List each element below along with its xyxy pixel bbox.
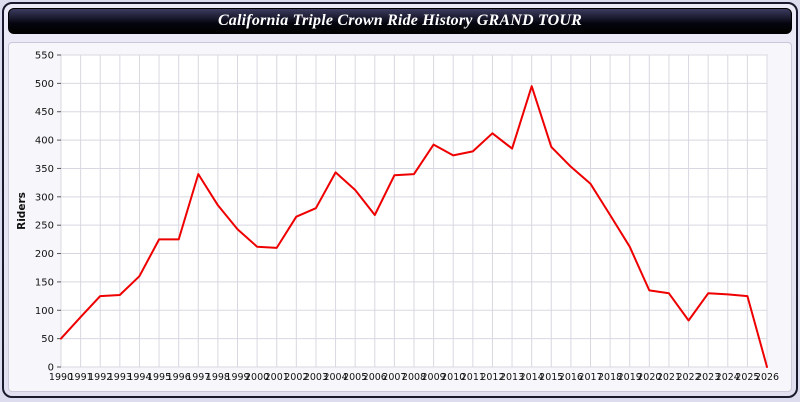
x-tick-label: 2006 xyxy=(363,372,387,383)
y-tick-label: 50 xyxy=(41,334,54,345)
x-tick-label: 2024 xyxy=(716,372,740,383)
y-tick-label: 450 xyxy=(35,107,54,118)
x-tick-label: 1998 xyxy=(206,372,230,383)
x-tick-label: 1993 xyxy=(108,372,132,383)
x-tick-label: 1999 xyxy=(225,372,249,383)
x-tick-label: 2005 xyxy=(343,372,367,383)
x-tick-label: 1997 xyxy=(186,372,210,383)
x-tick-label: 2000 xyxy=(245,372,269,383)
x-tick-label: 1996 xyxy=(167,372,191,383)
x-tick-label: 2007 xyxy=(382,372,406,383)
x-tick-label: 2018 xyxy=(598,372,622,383)
x-tick-label: 1990 xyxy=(49,372,73,383)
y-tick-label: 150 xyxy=(35,277,54,288)
y-tick-label: 0 xyxy=(48,363,54,374)
x-tick-label: 1995 xyxy=(147,372,171,383)
title-bar: California Triple Crown Ride History GRA… xyxy=(8,8,792,34)
y-tick-label: 200 xyxy=(35,249,54,260)
x-tick-label: 2002 xyxy=(284,372,308,383)
x-tick-label: 2022 xyxy=(676,372,700,383)
y-tick-label: 550 xyxy=(35,51,54,62)
x-tick-label: 2025 xyxy=(735,372,759,383)
y-tick-label: 400 xyxy=(35,136,54,147)
x-tick-label: 2017 xyxy=(578,372,602,383)
x-tick-label: 2023 xyxy=(696,372,720,383)
x-tick-label: 1994 xyxy=(127,372,151,383)
x-tick-label: 2016 xyxy=(559,372,583,383)
y-tick-label: 100 xyxy=(35,306,54,317)
x-tick-label: 2010 xyxy=(441,372,465,383)
y-tick-label: 250 xyxy=(35,221,54,232)
x-tick-label: 2004 xyxy=(323,372,347,383)
y-tick-label: 300 xyxy=(35,192,54,203)
x-tick-label: 2015 xyxy=(539,372,563,383)
x-tick-label: 2019 xyxy=(618,372,642,383)
x-tick-label: 1992 xyxy=(88,372,112,383)
chart-svg: 1990199119921993199419951996199719981999… xyxy=(16,51,779,384)
x-tick-label: 2021 xyxy=(657,372,681,383)
page-title: California Triple Crown Ride History GRA… xyxy=(217,12,583,29)
y-tick-label: 350 xyxy=(35,164,54,175)
x-tick-label: 2009 xyxy=(422,372,446,383)
riders-line-series xyxy=(60,85,768,368)
x-tick-label: 2008 xyxy=(402,372,426,383)
y-axis-label: Riders xyxy=(16,192,28,230)
x-tick-label: 2026 xyxy=(755,372,779,383)
x-tick-label: 2001 xyxy=(265,372,289,383)
chart-panel: 1990 1991 1992 1993 1994 1995 1996 1997 1998 1999… xyxy=(8,42,792,392)
x-tick-label: 2020 xyxy=(637,372,661,383)
x-tick-label: 2012 xyxy=(480,372,504,383)
x-tick-label: 2003 xyxy=(304,372,328,383)
x-tick-label: 2013 xyxy=(500,372,524,383)
x-tick-label: 2011 xyxy=(461,372,485,383)
y-tick-label: 500 xyxy=(35,79,54,90)
x-tick-label: 2014 xyxy=(520,372,544,383)
x-tick-label: 1991 xyxy=(69,372,93,383)
